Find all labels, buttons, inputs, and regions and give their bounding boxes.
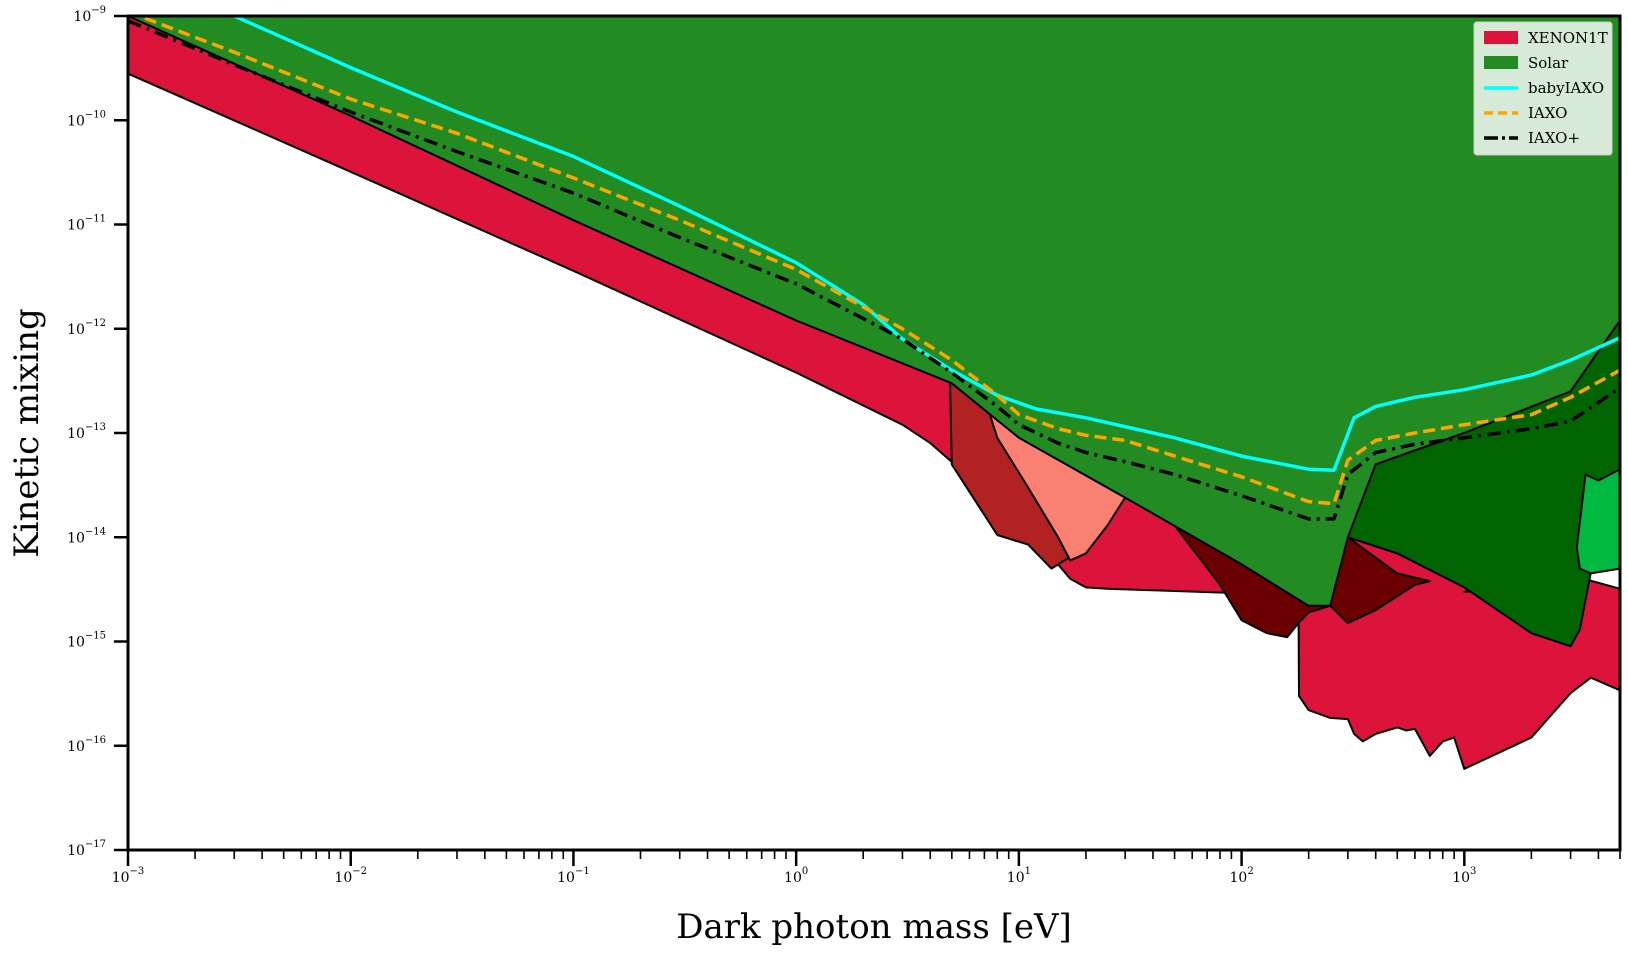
y-tick-label: 10−12 xyxy=(67,318,106,338)
x-tick-label: 10−2 xyxy=(334,866,367,886)
legend-swatch-solar xyxy=(1484,56,1518,69)
legend: XENON1T Solar babyIAXO IAXO IAXO+ xyxy=(1473,21,1613,156)
y-tick-label: 10−15 xyxy=(67,631,106,651)
y-axis-title: Kinetic mixing xyxy=(7,308,47,558)
y-tick-label: 10−17 xyxy=(67,839,106,859)
series-line-iaxo- xyxy=(128,19,1620,521)
legend-label-xenon1t: XENON1T xyxy=(1528,29,1608,47)
region-bright-green-region xyxy=(1575,468,1620,575)
y-tick-label: 10−10 xyxy=(67,109,106,129)
x-axis-title: Dark photon mass [eV] xyxy=(676,907,1072,947)
series-line-iaxo xyxy=(134,16,1620,506)
x-tick-label: 10−3 xyxy=(112,866,145,886)
y-tick-label: 10−14 xyxy=(67,526,106,546)
x-tick-label: 10−1 xyxy=(557,866,590,886)
x-tick-label: 100 xyxy=(784,866,808,886)
y-tick-label: 10−13 xyxy=(67,422,106,442)
x-tick-label: 101 xyxy=(1007,866,1031,886)
y-tick-label: 10−11 xyxy=(67,214,106,234)
x-tick-label: 103 xyxy=(1452,866,1476,886)
axes-layer: 10−3 10−2 10−1 100 101 102 103 10−9 10−10 10−11 10… xyxy=(67,5,1622,886)
y-tick-label: 10−16 xyxy=(67,735,106,755)
y-tick-label: 10−9 xyxy=(73,5,106,25)
legend-label-iaxo-: IAXO+ xyxy=(1528,129,1580,147)
legend-label-iaxo: IAXO xyxy=(1528,104,1567,122)
legend-label-babyiaxo: babyIAXO xyxy=(1528,79,1604,97)
legend-swatch-xenon1t xyxy=(1484,31,1518,44)
series-line-babyiaxo xyxy=(233,16,1620,472)
legend-label-solar: Solar xyxy=(1528,54,1569,72)
lines-layer xyxy=(128,16,1620,521)
x-tick-label: 102 xyxy=(1230,866,1254,886)
legend-box xyxy=(1473,21,1613,156)
